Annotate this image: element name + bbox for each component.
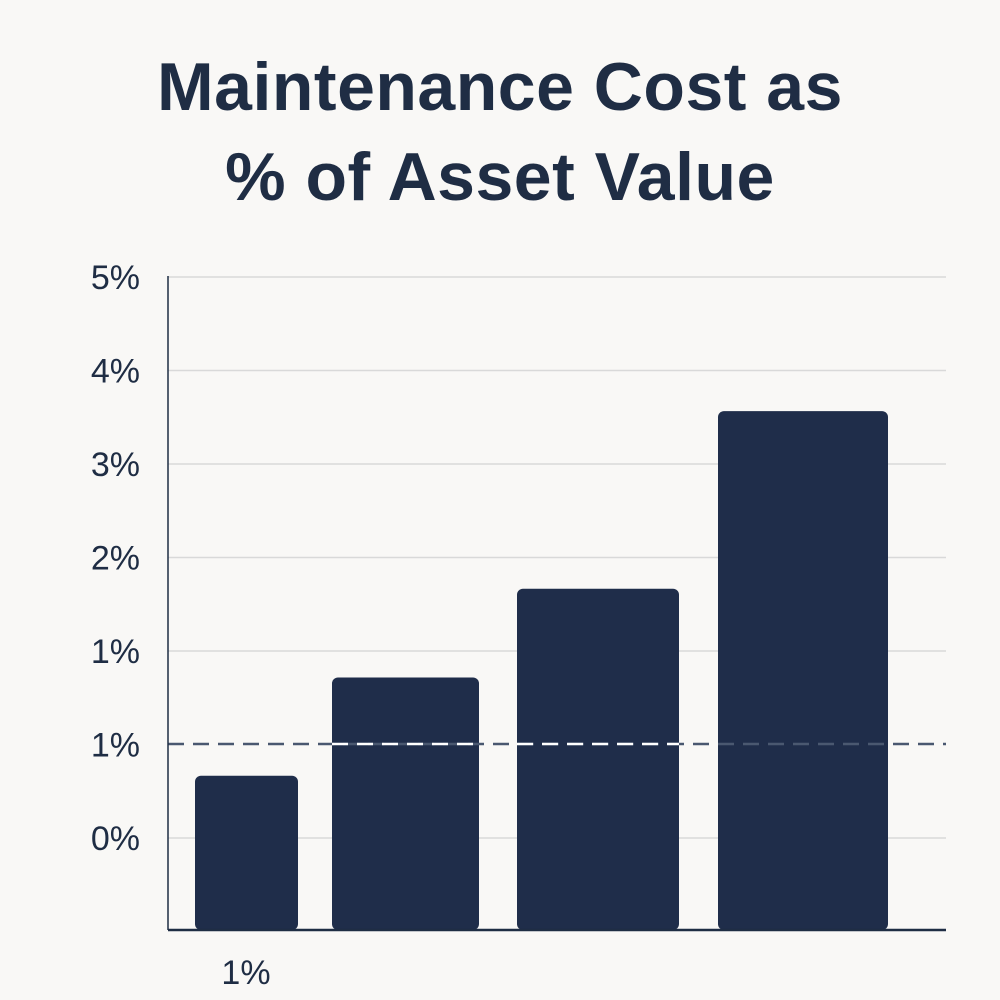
bar — [332, 677, 479, 930]
bar — [195, 775, 298, 930]
x-axis-tick-labels: 1% — [221, 954, 270, 992]
y-tick-label: 1% — [91, 633, 140, 671]
chart-title-line-1: Maintenance Cost as — [157, 49, 843, 125]
bar — [517, 588, 679, 930]
chart-title-line-2: % of Asset Value — [225, 139, 775, 215]
chart-title: Maintenance Cost as % of Asset Value — [0, 42, 1000, 222]
y-tick-label: 4% — [91, 353, 140, 391]
bar — [718, 411, 888, 930]
y-tick-label: 1% — [91, 727, 140, 765]
y-tick-label: 0% — [91, 820, 140, 858]
x-tick-label: 1% — [221, 954, 270, 992]
bars — [195, 411, 888, 930]
y-tick-label: 5% — [91, 259, 140, 297]
y-axis-tick-labels: 5% 4% 3% 2% 1% 1% 0% — [91, 259, 140, 858]
y-tick-label: 2% — [91, 540, 140, 578]
y-tick-label: 3% — [91, 446, 140, 484]
